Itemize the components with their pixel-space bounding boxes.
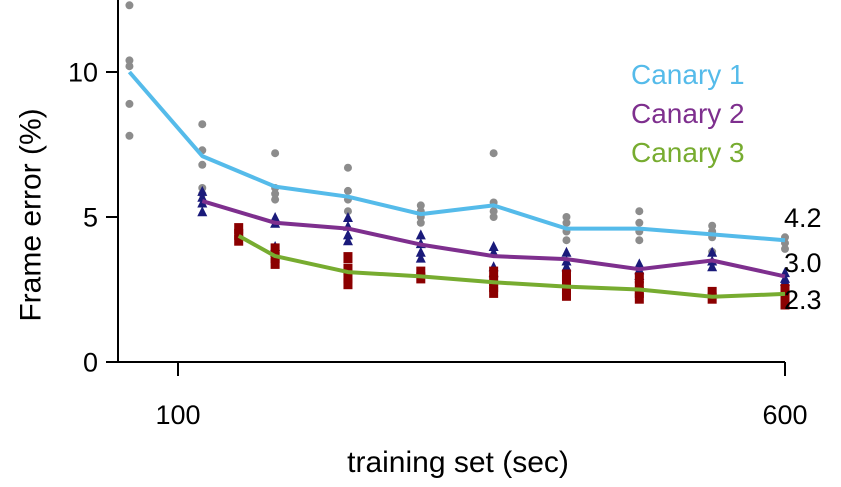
series-3-point [234,223,244,235]
series-3-point [489,266,499,278]
series-2-point [561,246,572,257]
series-1-point [125,1,134,10]
end-label-1: 4.2 [784,203,822,233]
end-label-2: 3.0 [784,248,822,278]
legend: Canary 1 Canary 2 Canary 3 [631,59,745,168]
series-layer [125,1,790,310]
series-2-point [270,212,281,222]
lines [127,70,786,299]
series-1-point [198,160,207,169]
series-1-point [271,189,280,198]
y-tick-label: 5 [83,202,98,232]
end-label-3: 2.3 [784,285,822,315]
series-2-point [707,261,718,272]
series-1-point [343,186,352,195]
series-1-line [127,70,786,243]
series-1-point [125,56,134,65]
series-2-point [342,229,353,240]
series-1-point [343,163,352,172]
series-3-point [343,263,353,275]
series-2-point [415,252,426,263]
series-1-point [635,218,644,227]
series-2-point [488,241,499,251]
series-1-point [271,195,280,204]
series-3-point [561,269,571,281]
series-2-line [201,199,786,279]
series-2-point [415,246,426,257]
series-3-line [237,234,786,299]
series-2-point [197,191,208,202]
y-tick-label: 0 [83,347,98,377]
legend-entry-3: Canary 3 [631,137,745,168]
series-1-point [125,131,134,140]
x-tick-label: 100 [155,400,200,430]
series-3-point [634,281,644,293]
series-3-point [343,252,353,264]
series-3-point [707,286,717,298]
series-3-point [234,234,244,246]
series-1-point [271,149,280,158]
series-1-point [198,120,207,129]
series-3-point [416,266,426,278]
series-1-point [489,149,498,158]
series-2-point [707,246,718,257]
legend-entry-2: Canary 2 [631,98,745,129]
series-1-point [343,207,352,216]
series-3-point [343,278,353,290]
series-3-point [780,298,790,310]
series-3-point [270,243,280,255]
series-3-point [343,272,353,284]
series-2-point [342,235,353,246]
x-tick-label: 600 [762,400,807,430]
y-axis: 0 5 10 [68,0,119,377]
series-2-point [342,212,353,222]
series-1-point [562,213,571,221]
legend-entry-1: Canary 1 [631,59,745,90]
series-1-point [489,213,498,221]
x-axis: 100 600 [118,361,808,430]
series-3-point [234,228,244,240]
series-3-point [489,286,499,298]
series-3-point [561,284,571,295]
series-2-point [197,206,208,217]
series-3-point [634,292,644,304]
series-3-point [561,275,571,287]
series-3-point [270,257,280,269]
series-1-point [416,218,425,227]
series-1-point [125,99,134,108]
end-labels: 4.2 3.0 2.3 [784,203,822,315]
series-3-point [634,272,644,284]
series-2-point [780,275,790,286]
series-2-point [634,258,645,269]
series-2-point [197,185,208,196]
series-2-point [415,229,426,240]
series-1-point [416,201,425,210]
series-1-point [781,244,789,253]
x-axis-title: training set (sec) [347,446,569,479]
series-3-point [780,284,790,295]
series-1-point [562,218,571,227]
series-1-point [635,236,644,245]
y-tick-label: 10 [68,57,98,87]
series-2-point [561,261,572,272]
series-3-point [634,286,644,298]
series-1-point [562,236,571,245]
series-1-point [708,221,717,230]
series-1-point [489,207,498,216]
series-3-point [489,281,499,293]
series-3-point [561,289,571,301]
series-1-point [125,62,134,71]
y-axis-title: Frame error (%) [15,108,48,321]
series-1-point [635,207,644,216]
